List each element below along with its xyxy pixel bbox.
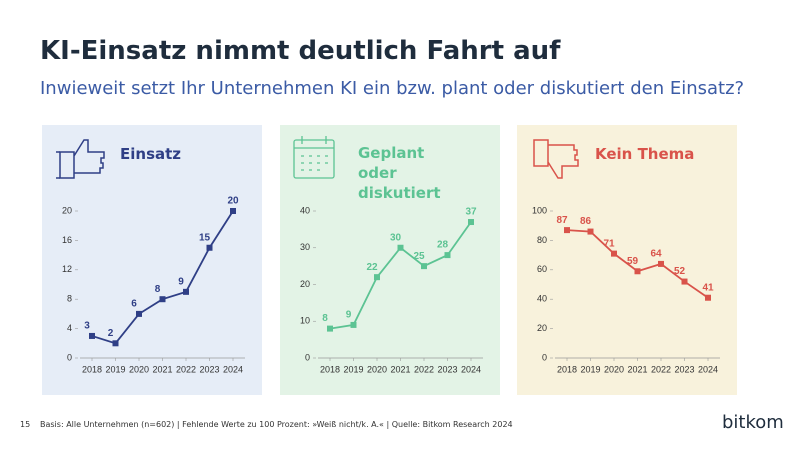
y-tick-label: 80 bbox=[537, 235, 547, 245]
thumb-up-icon bbox=[56, 139, 105, 179]
data-label: 22 bbox=[366, 262, 378, 273]
data-label: 9 bbox=[178, 276, 184, 287]
data-point bbox=[705, 294, 711, 301]
x-tick-label: 2019 bbox=[343, 364, 363, 374]
x-tick-label: 2018 bbox=[320, 364, 340, 374]
data-label: 25 bbox=[413, 251, 425, 262]
x-tick-label: 2023 bbox=[199, 364, 219, 374]
page-number: 15 bbox=[20, 420, 31, 429]
x-tick-label: 2024 bbox=[698, 364, 718, 374]
y-tick-label: 40 bbox=[537, 294, 547, 304]
data-point bbox=[634, 268, 641, 275]
x-tick-label: 2022 bbox=[651, 364, 671, 374]
panel-title: Kein Thema bbox=[595, 145, 695, 163]
data-point bbox=[658, 260, 664, 267]
data-label: 6 bbox=[131, 299, 137, 310]
data-label: 87 bbox=[556, 215, 568, 226]
data-point bbox=[112, 340, 119, 347]
x-tick-label: 2019 bbox=[105, 364, 125, 374]
data-point bbox=[444, 252, 451, 259]
data-point bbox=[230, 208, 236, 214]
y-tick-label: 4 bbox=[67, 323, 72, 333]
y-tick-label: 60 bbox=[537, 264, 547, 274]
data-label: 30 bbox=[390, 232, 402, 243]
data-label: 2 bbox=[108, 328, 114, 339]
data-point bbox=[327, 325, 333, 332]
data-point bbox=[421, 263, 427, 270]
y-tick-label: 0 bbox=[542, 352, 547, 362]
x-tick-label: 2023 bbox=[674, 364, 694, 374]
logo: bitkom bbox=[722, 412, 784, 433]
data-label: 59 bbox=[627, 256, 639, 267]
y-tick-label: 12 bbox=[62, 264, 72, 274]
x-tick-label: 2019 bbox=[580, 364, 600, 374]
x-tick-label: 2020 bbox=[367, 364, 387, 374]
x-tick-label: 2018 bbox=[557, 364, 577, 374]
data-label: 28 bbox=[437, 240, 449, 251]
slide-subtitle: Inwieweit setzt Ihr Unternehmen KI ein b… bbox=[40, 78, 745, 99]
y-tick-label: 8 bbox=[67, 294, 72, 304]
data-point bbox=[564, 227, 570, 234]
panel-title: Geplant oder diskutiert bbox=[358, 144, 441, 202]
data-point bbox=[206, 244, 213, 251]
x-tick-label: 2021 bbox=[152, 364, 172, 374]
panel bbox=[42, 125, 262, 395]
y-tick-label: 20 bbox=[300, 279, 310, 289]
y-tick-label: 0 bbox=[67, 352, 72, 362]
data-point bbox=[183, 288, 189, 295]
x-tick-label: 2023 bbox=[437, 364, 457, 374]
slide-title: KI-Einsatz nimmt deutlich Fahrt auf bbox=[40, 36, 561, 66]
y-tick-label: 20 bbox=[62, 205, 72, 215]
data-point bbox=[89, 332, 95, 339]
data-point bbox=[374, 274, 380, 281]
x-tick-label: 2021 bbox=[627, 364, 647, 374]
panel-title: Einsatz bbox=[120, 145, 182, 163]
x-tick-label: 2021 bbox=[390, 364, 410, 374]
x-tick-label: 2024 bbox=[461, 364, 481, 374]
data-point bbox=[611, 250, 617, 257]
x-tick-label: 2018 bbox=[82, 364, 102, 374]
y-tick-label: 16 bbox=[62, 235, 72, 245]
data-point bbox=[136, 310, 142, 317]
data-label: 71 bbox=[603, 238, 615, 249]
y-tick-label: 20 bbox=[537, 323, 547, 333]
y-tick-label: 10 bbox=[300, 316, 310, 326]
data-point bbox=[397, 244, 404, 251]
data-label: 41 bbox=[702, 282, 714, 293]
y-tick-label: 0 bbox=[305, 352, 310, 362]
data-label: 52 bbox=[674, 266, 686, 277]
data-label: 37 bbox=[465, 207, 477, 218]
thumb-down-icon bbox=[533, 139, 579, 179]
x-tick-label: 2020 bbox=[129, 364, 149, 374]
data-point bbox=[350, 321, 357, 328]
data-label: 86 bbox=[580, 216, 592, 227]
data-point bbox=[587, 228, 594, 235]
x-tick-label: 2022 bbox=[414, 364, 434, 374]
data-label: 15 bbox=[199, 232, 211, 243]
data-label: 8 bbox=[155, 284, 161, 295]
data-label: 20 bbox=[227, 196, 239, 207]
source-note: Basis: Alle Unternehmen (n=602) | Fehlen… bbox=[40, 420, 513, 429]
x-tick-label: 2020 bbox=[604, 364, 624, 374]
data-label: 64 bbox=[650, 249, 662, 260]
data-label: 3 bbox=[84, 321, 90, 332]
data-label: 9 bbox=[346, 310, 352, 321]
y-tick-label: 100 bbox=[532, 205, 547, 215]
data-label: 8 bbox=[322, 313, 328, 324]
calendar-icon bbox=[293, 136, 335, 179]
data-point bbox=[681, 278, 688, 285]
x-tick-label: 2024 bbox=[223, 364, 243, 374]
data-point bbox=[159, 296, 166, 303]
data-point bbox=[468, 219, 474, 226]
y-tick-label: 40 bbox=[300, 205, 310, 215]
y-tick-label: 30 bbox=[300, 242, 310, 252]
x-tick-label: 2022 bbox=[176, 364, 196, 374]
